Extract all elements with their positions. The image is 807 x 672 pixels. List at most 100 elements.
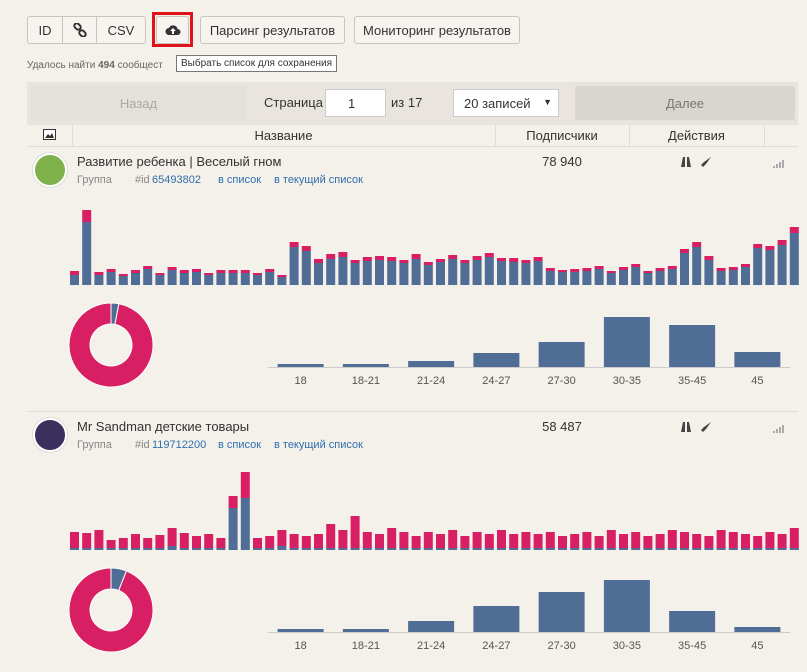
activity-bar-segment [240, 472, 250, 498]
group-id[interactable]: 119712200 [152, 439, 207, 451]
activity-bar-segment [350, 548, 360, 550]
cloud-button[interactable] [156, 16, 189, 44]
age-label: 21-24 [417, 375, 445, 387]
activity-bar-segment [204, 534, 214, 548]
activity-bar-segment [582, 268, 592, 271]
age-label: 27-30 [548, 375, 576, 387]
add-list[interactable]: в список [218, 439, 262, 451]
monitor-button[interactable]: Мониторинг результатов [354, 16, 520, 44]
activity-bar-segment [362, 257, 372, 261]
activity-bar-segment [143, 266, 153, 269]
add-current[interactable]: в текущий список [274, 174, 363, 186]
signal-bar [779, 162, 781, 168]
activity-bar-segment [594, 269, 604, 285]
activity-bar-segment [545, 532, 555, 548]
age-label: 27-30 [548, 640, 576, 652]
per-page-select[interactable]: 20 записей ▼ [453, 89, 559, 117]
activity-bar-segment [338, 257, 348, 285]
age-bar [734, 352, 781, 367]
activity-bar-segment [192, 269, 201, 272]
activity-bar-segment [375, 548, 384, 550]
activity-bar-segment [179, 273, 189, 285]
activity-bar-segment [314, 534, 323, 548]
activity-bar-segment [216, 548, 226, 550]
link-button[interactable] [62, 16, 97, 44]
activity-bar-segment [131, 273, 140, 285]
activity-bar-segment [631, 532, 641, 548]
activity-bar-segment [692, 548, 702, 550]
activity-bar-segment [582, 532, 592, 548]
activity-bar-segment [533, 261, 543, 285]
activity-bar-segment [94, 530, 104, 548]
activity-bar-segment [106, 540, 116, 548]
age-bar [603, 580, 650, 632]
activity-bar-segment [472, 532, 482, 548]
activity-bar-segment [179, 548, 189, 550]
activity-bar-segment [667, 266, 677, 269]
image-icon [43, 129, 56, 140]
prev-button[interactable]: Назад [30, 86, 247, 120]
activity-bar-segment [253, 273, 262, 275]
activity-bar-segment [289, 247, 299, 285]
activity-bar-segment [570, 272, 580, 285]
activity-bar-segment [387, 257, 397, 261]
activity-bar-segment [265, 536, 275, 548]
id-button[interactable]: ID [27, 16, 63, 44]
activity-bar-segment [606, 271, 616, 273]
activity-bar-segment [423, 262, 433, 265]
activity-bar-segment [643, 271, 653, 273]
activity-bar-segment [570, 548, 580, 550]
activity-bar-segment [582, 548, 592, 550]
activity-bar-segment [82, 533, 92, 548]
activity-bar-segment [655, 268, 665, 271]
activity-bar-segment [423, 265, 433, 285]
activity-bar-segment [228, 508, 238, 550]
activity-bar-segment [155, 535, 165, 548]
activity-bar-segment [192, 536, 201, 548]
signal-bar [779, 427, 781, 433]
activity-bar-segment [509, 258, 519, 262]
next-button[interactable]: Далее [575, 86, 795, 120]
activity-bar-segment [289, 534, 299, 548]
csv-button[interactable]: CSV [96, 16, 146, 44]
summary-count: 494 [98, 60, 115, 71]
cloud-icon [165, 25, 180, 35]
activity-bar-segment [631, 548, 641, 550]
activity-bar-segment [94, 548, 104, 550]
activity-bar-segment [118, 274, 128, 276]
activity-bar-segment [362, 532, 372, 548]
action-icons[interactable] [680, 155, 790, 169]
group-name[interactable]: Mr Sandman детские товары [77, 419, 250, 434]
parse-button[interactable]: Парсинг результатов [200, 16, 345, 44]
activity-bar-segment [253, 548, 262, 550]
add-current[interactable]: в текущий список [274, 439, 363, 451]
activity-bar-segment [338, 252, 348, 257]
group-name[interactable]: Развитие ребенка | Веселый гном [77, 154, 282, 169]
activity-bar-segment [667, 530, 677, 548]
group-kind: Группа [77, 439, 112, 451]
activity-bar-segment [204, 273, 214, 275]
activity-bar-segment [265, 269, 275, 272]
activity-bar-segment [509, 262, 519, 285]
activity-bar-segment [521, 548, 531, 550]
activity-bar-segment [106, 269, 116, 272]
page-input[interactable]: 1 [325, 89, 386, 117]
activity-bar-segment [411, 548, 421, 550]
activity-bar-segment [497, 261, 506, 285]
group-id[interactable]: 65493802 [152, 174, 201, 186]
activity-bar-segment [350, 263, 360, 285]
age-label: 21-24 [417, 640, 445, 652]
link-icon [72, 23, 87, 37]
activity-bar-segment [277, 275, 287, 277]
action-icons[interactable] [680, 420, 790, 434]
activity-bar-segment [594, 536, 604, 548]
activity-bar-segment [448, 530, 458, 548]
id-label: #id [135, 174, 150, 186]
add-list[interactable]: в список [218, 174, 262, 186]
activity-bar-segment [594, 548, 604, 550]
activity-bar-segment [411, 259, 421, 285]
activity-bar-segment [789, 227, 799, 233]
activity-bar-segment [497, 530, 506, 548]
